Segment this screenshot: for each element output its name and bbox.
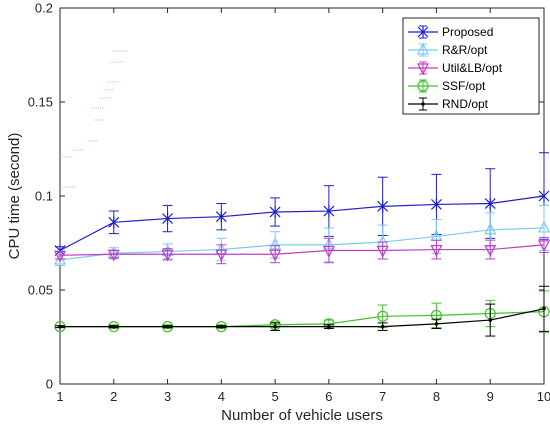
data-point [538, 240, 550, 253]
series-line [59, 195, 545, 252]
x-tick-label: 10 [537, 389, 550, 404]
data-point [380, 324, 385, 329]
data-point [215, 210, 227, 223]
series-3 [54, 236, 550, 265]
legend-item: R&R/opt [408, 42, 488, 57]
data-point [269, 205, 281, 218]
series-line [60, 308, 545, 328]
legend-label: R&R/opt [442, 43, 488, 57]
legend: Proposed R&R/opt Util&LB/opt SSF/opt RND/opt [402, 17, 540, 115]
y-axis-label: CPU time (second) [6, 133, 23, 260]
x-tick-label: 7 [379, 389, 386, 404]
x-tick-label: 9 [487, 389, 494, 404]
y-axis-ticks: 0 0.05 0.1 0.15 0.2 [28, 1, 544, 392]
legend-marker [417, 80, 429, 92]
y-tick-label: 0.15 [28, 95, 53, 110]
series-line [59, 244, 545, 256]
data-point [434, 321, 439, 326]
series-layer [54, 152, 550, 337]
data-point [484, 244, 497, 257]
legend-label: RND/opt [442, 97, 489, 111]
series-5 [55, 285, 549, 337]
y-tick-label: 0.2 [35, 1, 53, 16]
data-point [269, 249, 282, 262]
legend-marker [421, 102, 425, 106]
data-point [107, 249, 120, 262]
data-point [538, 190, 550, 202]
data-point [542, 306, 546, 311]
data-point [377, 310, 389, 322]
x-tick-label: 1 [56, 389, 63, 404]
data-point [165, 324, 170, 329]
series-line [59, 227, 545, 261]
y-tick-label: 0.05 [28, 283, 53, 298]
legend-label: SSF/opt [442, 79, 486, 93]
series-1 [54, 152, 550, 257]
data-point [377, 200, 389, 213]
legend-item: RND/opt [408, 97, 489, 111]
data-point [215, 249, 228, 262]
x-tick-label: 4 [218, 389, 225, 404]
legend-item: SSF/opt [408, 79, 486, 93]
x-tick-label: 6 [325, 389, 332, 404]
data-point [161, 249, 174, 262]
data-point [488, 318, 493, 322]
legend-marker [417, 26, 429, 38]
data-point [108, 216, 120, 229]
legend-marker [417, 42, 429, 55]
data-point [430, 244, 443, 257]
data-point [431, 198, 442, 211]
x-tick-label: 2 [110, 389, 117, 404]
data-point [273, 324, 277, 329]
legend-label: Util&LB/opt [442, 61, 503, 75]
legend-marker [417, 63, 429, 76]
x-axis-label: Number of vehicle users [221, 407, 383, 424]
data-point [58, 324, 62, 329]
legend-label: Proposed [442, 25, 493, 39]
data-point [538, 220, 550, 233]
legend-item: Util&LB/opt [408, 61, 503, 76]
data-point [54, 250, 66, 263]
y-tick-label: 0.1 [35, 189, 53, 204]
data-point [111, 324, 116, 329]
data-point [322, 245, 335, 258]
ghost-artifacts [62, 50, 128, 188]
data-point [162, 212, 173, 225]
data-point [219, 324, 224, 329]
x-tick-label: 5 [271, 389, 278, 404]
y-tick-label: 0 [46, 377, 53, 392]
x-tick-label: 8 [433, 389, 440, 404]
data-point [376, 245, 389, 258]
data-point [484, 197, 496, 210]
data-point [323, 205, 335, 218]
legend-item: Proposed [408, 25, 493, 39]
x-tick-label: 3 [164, 389, 171, 404]
x-axis-ticks: 1 2 3 4 5 6 7 8 9 10 [56, 8, 550, 404]
data-point [484, 222, 497, 235]
data-point [327, 324, 331, 329]
